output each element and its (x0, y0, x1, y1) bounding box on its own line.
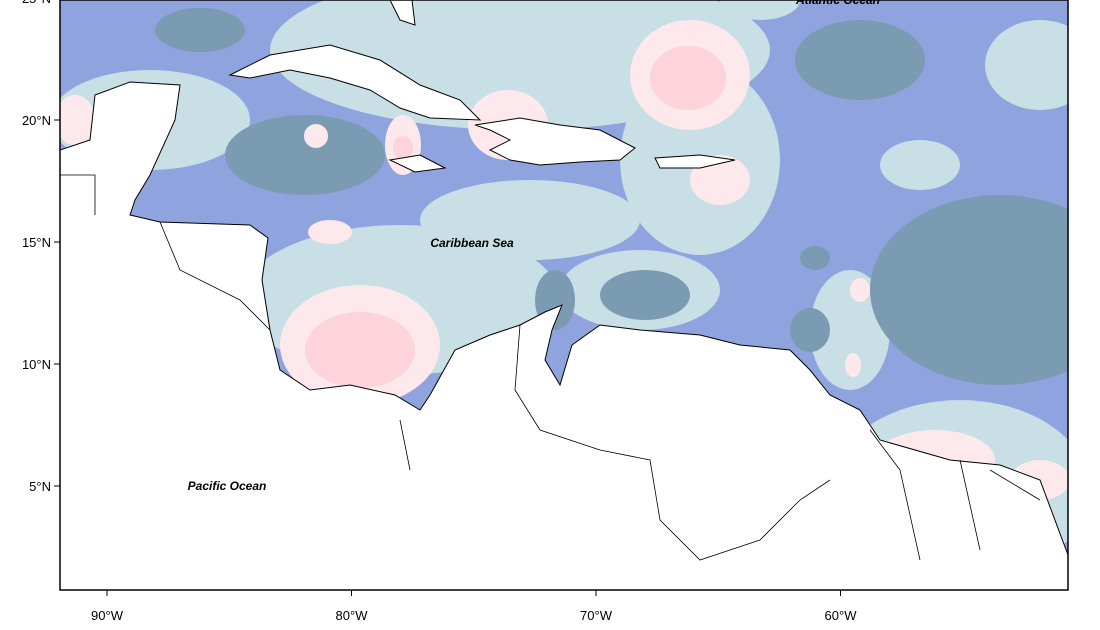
x-tick-label: 60°W (825, 608, 858, 623)
x-tick-label: 70°W (580, 608, 613, 623)
y-tick-label: 20°N (22, 113, 51, 128)
y-tick-label: 10°N (22, 357, 51, 372)
y-tick-label: 15°N (22, 235, 51, 250)
place-label: Caribbean Sea (430, 236, 514, 250)
y-tick-label: 25°N (22, 0, 51, 6)
y-tick-label: 5°N (29, 479, 51, 494)
place-label: Pacific Ocean (188, 479, 267, 493)
x-tick-label: 80°W (336, 608, 369, 623)
place-label: Atlantic Ocean (795, 0, 880, 7)
plot-frame (59, 0, 1069, 591)
field (60, 0, 1068, 590)
x-tick-label: 90°W (91, 608, 124, 623)
